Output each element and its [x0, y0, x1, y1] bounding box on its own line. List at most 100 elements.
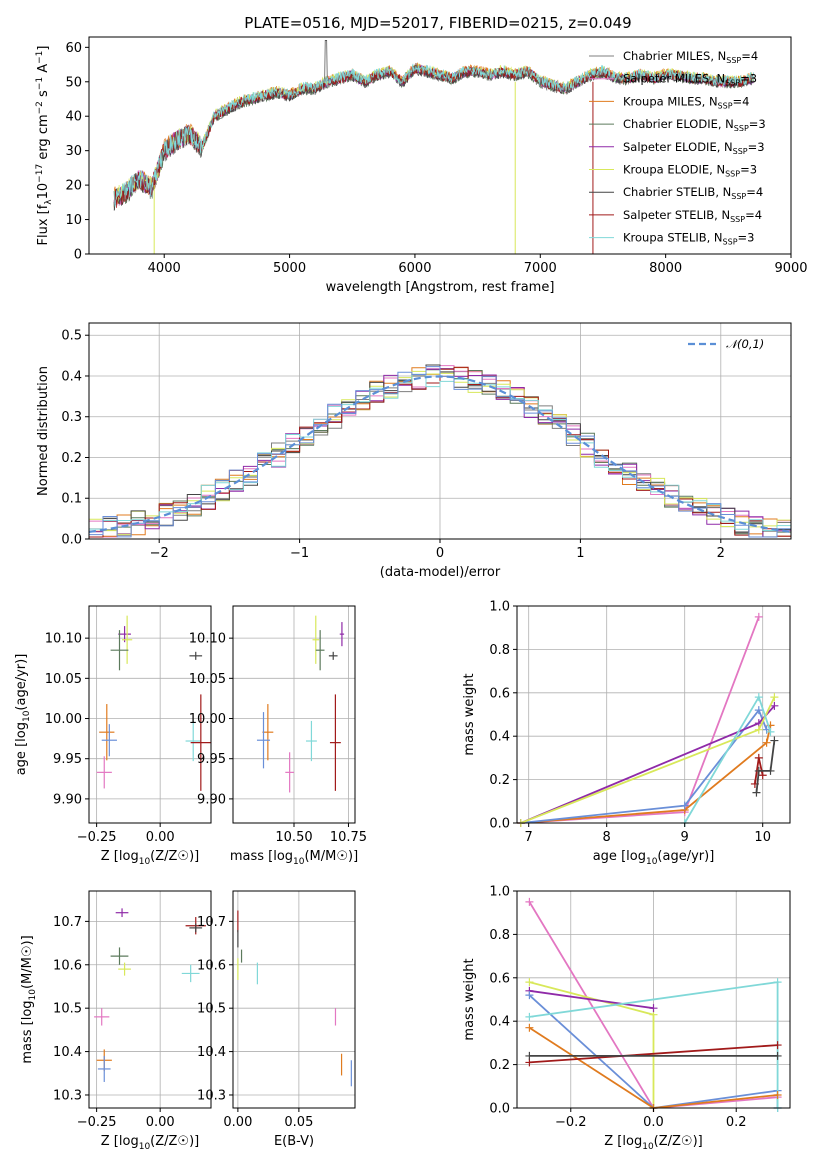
label-part: 10 — [139, 1142, 151, 1152]
weight_vs_age-plot-area — [516, 612, 779, 827]
x-tick-label: 8 — [603, 830, 611, 845]
label-part: ] — [36, 46, 51, 51]
y-tick-label: 10.3 — [197, 1088, 226, 1103]
age_vs_Z-frame — [88, 605, 212, 824]
label-part: (Z/Z☉)] — [654, 1134, 703, 1149]
legend-subscript: SSP — [725, 79, 740, 88]
label-part: (age/yr)] — [657, 849, 714, 864]
weight-marker-kroupa_stelib — [525, 1012, 534, 1021]
age_vs_Z-x-axis-label: Z [log10(Z/Z☉)] — [101, 849, 199, 867]
y-tick-label: 0.0 — [61, 533, 82, 548]
label-part: (Z/Z☉)] — [150, 849, 199, 864]
errorbar-point-blue — [101, 724, 117, 757]
label-part: log — [14, 722, 29, 742]
age_vs_Z-gridlines — [89, 606, 211, 823]
y-tick-label: 0.0 — [489, 817, 510, 832]
spectrum-legend: Chabrier MILES, NSSP=4 Salpeter MILES, NS… — [589, 49, 766, 247]
y-tick-label: 10.05 — [45, 672, 82, 687]
y-tick-label: 10.7 — [53, 915, 82, 930]
residuals-y-axis-label: Normed distribution — [36, 366, 51, 496]
label-part: s — [36, 90, 51, 101]
x-tick-label: 0.00 — [223, 1115, 252, 1130]
spectrum-plot-area — [113, 40, 754, 254]
legend-entry-kroupa_elodie: Kroupa ELODIE, NSSP=3 — [623, 163, 757, 179]
mass_vs_Z-x-axis-label: Z [log10(Z/Z☉)] — [101, 1134, 199, 1152]
label-part: Z [ — [604, 1134, 622, 1149]
y-tick-label: 10.5 — [53, 1002, 82, 1017]
x-tick-label: −1 — [290, 546, 309, 561]
weight-marker-kroupa_miles — [762, 738, 771, 747]
label-part: log — [626, 849, 646, 864]
y-tick-label: 0.2 — [61, 451, 82, 466]
legend-entry-salpeter_elodie: Salpeter ELODIE, NSSP=3 — [623, 140, 765, 156]
label-part: (Z/Z☉)] — [150, 1134, 199, 1149]
x-tick-label: 10 — [754, 830, 771, 845]
legend-tail: =3 — [740, 72, 757, 86]
legend-subscript: SSP — [731, 192, 746, 201]
mass_vs_ebv-plot-area — [237, 910, 352, 1087]
y-tick-label: 10.5 — [197, 1002, 226, 1017]
weight-marker-kroupa_stelib — [773, 978, 782, 987]
legend-tail: =3 — [749, 117, 766, 131]
mass_vs_ebv-gridlines — [233, 891, 355, 1108]
x-tick-label: 10.50 — [275, 830, 312, 845]
y-tick-label: 10 — [65, 213, 82, 228]
errorbar-point-salpeter_stelib — [329, 694, 341, 791]
legend-entry-salpeter_stelib: Salpeter STELIB, NSSP=4 — [623, 208, 762, 224]
age_vs_mass-panel: 10.50 10.75 9.90 9.95 10.00 10.05 10.10 mass [l… — [189, 606, 367, 867]
errorbar-point-kroupa_miles — [99, 704, 115, 761]
mass_vs_ebv-panel: 0.00 0.05 10.3 10.4 10.5 10.6 10.7 E(B-V) — [197, 891, 355, 1149]
spectrum-frame — [88, 36, 792, 255]
errorbar-point-kroupa_elodie — [122, 615, 133, 664]
label-part: wavelength [Angstrom, rest frame] — [326, 280, 555, 295]
y-tick-label: 10.6 — [197, 958, 226, 973]
legend-text: Kroupa ELODIE, N — [623, 163, 725, 177]
label-part: (M/M☉)] — [20, 935, 35, 989]
x-tick-label: 0.00 — [146, 1115, 175, 1130]
y-tick-label: 9.90 — [53, 792, 82, 807]
label-part: 10 — [28, 989, 38, 1001]
weight_vs_age-y-axis-label: mass weight — [462, 673, 477, 755]
legend-subscript: SSP — [725, 170, 740, 179]
errorbar-point-salpeter_elodie — [115, 908, 129, 918]
spectrum-line-kroupa_stelib — [113, 63, 754, 207]
errorbar-point-chabrier_elodie — [110, 630, 129, 671]
age_vs_mass-gridlines — [233, 606, 355, 823]
label-part: E(B-V) — [274, 1134, 314, 1149]
mass_vs_Z-plot-area — [94, 908, 206, 1082]
label-part: (data-model)/error — [380, 565, 501, 580]
weight_vs_Z-x-axis-label: Z [log10(Z/Z☉)] — [604, 1134, 702, 1152]
weight-marker-blue — [680, 801, 689, 810]
weight-marker-salpeter_miles — [525, 897, 534, 906]
label-part: Normed distribution — [36, 366, 51, 496]
weight-marker-salpeter_stelib — [773, 1041, 782, 1050]
label-part: age [ — [593, 849, 626, 864]
label-part: log — [119, 1134, 139, 1149]
legend-entry-salpeter_miles: Salpeter MILES, NSSP=3 — [623, 72, 757, 88]
x-tick-label: 9000 — [774, 261, 807, 276]
x-tick-label: −0.25 — [77, 1115, 117, 1130]
legend-text: Salpeter ELODIE, N — [623, 140, 733, 154]
errorbar-point-chabrier_stelib — [189, 923, 203, 933]
x-tick-label: 4000 — [148, 261, 181, 276]
errorbar-point-kroupa_elodie — [118, 962, 131, 976]
y-tick-label: 0.5 — [61, 329, 82, 344]
x-tick-label: −0.25 — [77, 830, 117, 845]
weight-marker-chabrier_stelib — [770, 736, 779, 745]
x-tick-label: 7000 — [524, 261, 557, 276]
weight-marker-salpeter_stelib — [758, 771, 767, 780]
errorbar-point-salpeter_miles — [96, 756, 112, 789]
label-part: −1 — [35, 51, 45, 64]
x-tick-label: 0.0 — [643, 1115, 664, 1130]
weight_vs_Z-y-axis-label: mass weight — [462, 958, 477, 1040]
legend-entry-normal: 𝒩(0,1) — [726, 337, 764, 351]
label-part: 10 — [22, 710, 32, 722]
y-tick-label: 0.4 — [489, 1015, 510, 1030]
weight-marker-blue — [754, 706, 763, 715]
weight-line-kroupa_elodie — [529, 981, 655, 1108]
legend-entry-chabrier_miles: Chabrier MILES, NSSP=4 — [623, 49, 758, 65]
x-tick-label: 0.2 — [726, 1115, 747, 1130]
y-tick-label: 0.6 — [489, 971, 510, 986]
